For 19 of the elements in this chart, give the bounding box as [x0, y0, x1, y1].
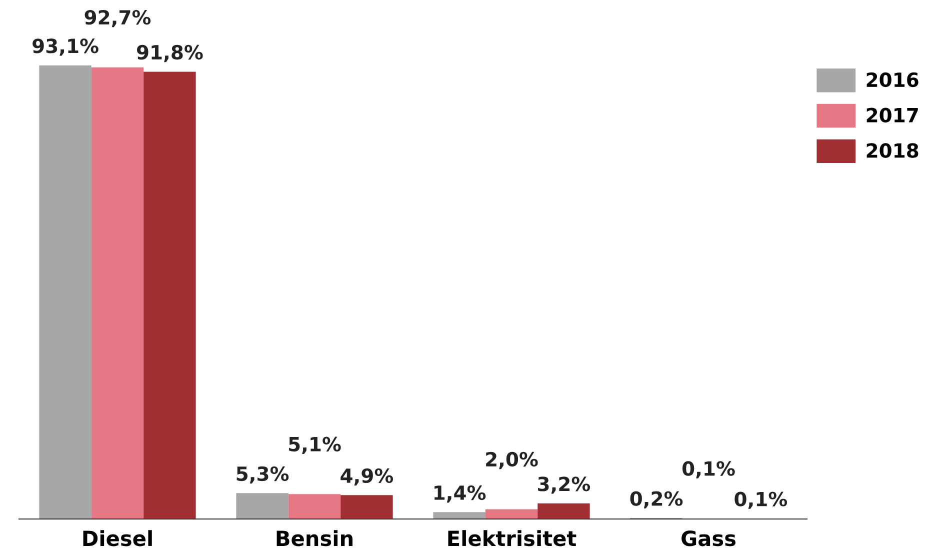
x-tick-label: Elektrisitet	[448, 530, 576, 546]
data-label: 1,4%	[434, 485, 486, 503]
data-label: 93,1%	[32, 38, 98, 56]
data-label: 92,7%	[84, 10, 151, 28]
data-label: 4,9%	[340, 468, 394, 486]
data-label: 0,1%	[734, 492, 788, 509]
legend-label: 2016	[866, 72, 918, 88]
data-label: 91,8%	[136, 44, 203, 62]
data-label: 5,3%	[236, 466, 289, 484]
data-label: 2,0%	[486, 452, 538, 470]
x-tick-label: Diesel	[83, 530, 152, 546]
data-label: 0,2%	[630, 491, 683, 508]
data-label: 3,2%	[538, 476, 590, 494]
data-label: 0,1%	[682, 461, 735, 478]
x-tick-label: Bensin	[276, 530, 352, 546]
x-tick-label: Gass	[682, 530, 736, 546]
legend-label: 2018	[866, 143, 918, 158]
data-label: 5,1%	[289, 436, 341, 454]
legend-label: 2017	[866, 108, 918, 122]
